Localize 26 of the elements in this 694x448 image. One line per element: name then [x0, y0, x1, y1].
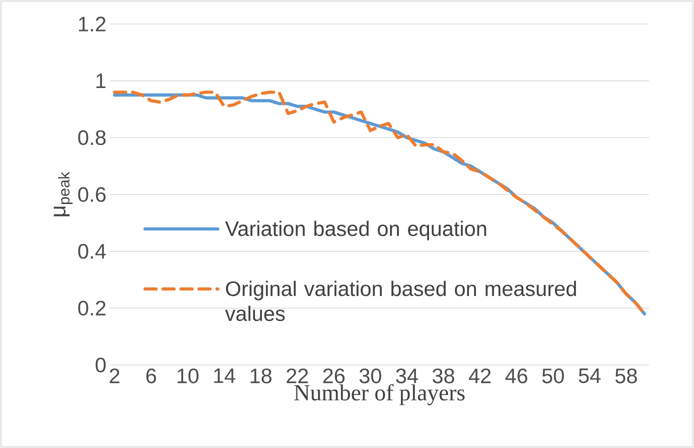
x-tick-label: 6: [146, 368, 156, 384]
y-axis-title: μ$_{peak}$: [54, 172, 73, 216]
x-tick-label: 34: [396, 368, 418, 384]
x-tick-label: 14: [214, 368, 236, 383]
x-tick-label: 26: [323, 368, 345, 384]
y-tick-label: 0.8: [78, 130, 106, 146]
x-tick-label: 30: [360, 368, 382, 384]
x-tick-label: 58: [615, 368, 637, 384]
x-tick-label: 38: [432, 368, 454, 384]
legend-label: Original variation based on measured values: [225, 280, 576, 322]
x-tick-label: 50: [542, 368, 564, 384]
y-tick-label: 1.2: [79, 16, 106, 32]
x-tick-label: 54: [578, 368, 601, 384]
y-tick-label: 1: [96, 74, 106, 88]
x-tick-label: 2: [110, 368, 120, 384]
x-tick-label: 42: [468, 368, 491, 384]
y-tick-label: 0.6: [78, 187, 106, 202]
x-tick-label: 22: [286, 368, 308, 384]
x-tick-label: 18: [250, 368, 272, 384]
y-tick-label: 0.4: [78, 244, 106, 259]
y-tick-label: 0.2: [78, 300, 106, 316]
x-axis-title: Number of players: [294, 384, 465, 406]
x-tick-label: 10: [178, 368, 198, 384]
y-tick-label: 0: [96, 358, 106, 372]
x-tick-label: 46: [505, 368, 528, 384]
legend-label: Variation based on equation: [225, 220, 486, 240]
